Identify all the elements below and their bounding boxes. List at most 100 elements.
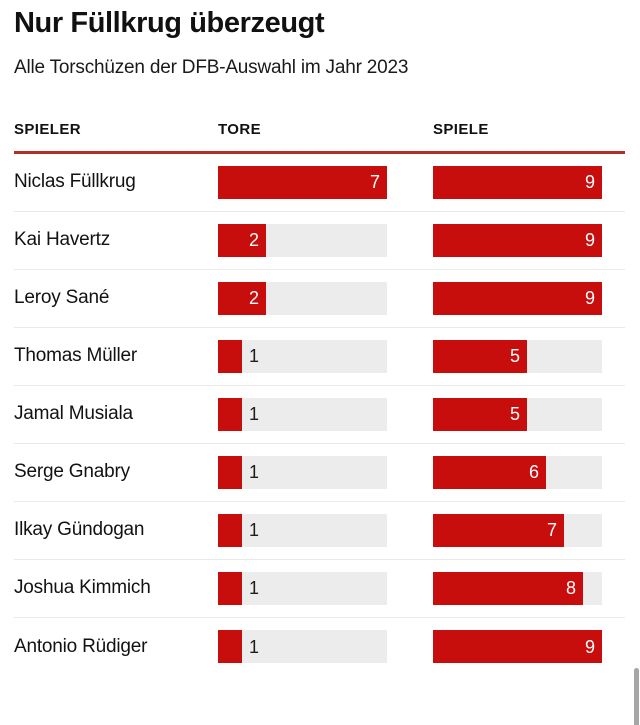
bar-track-tore: 7 bbox=[218, 165, 387, 199]
column-header-spieler: Spieler bbox=[14, 120, 81, 138]
bar-track-tore: 1 bbox=[218, 630, 387, 664]
bar-value-label: 5 bbox=[509, 346, 520, 367]
bar-track-spiele: 6 bbox=[433, 455, 602, 489]
bar-fill-spiele: 6 bbox=[433, 455, 546, 489]
bar-cell-spiele: 9 bbox=[433, 630, 625, 664]
bar-track-tore: 2 bbox=[218, 223, 387, 257]
bar-track-spiele: 9 bbox=[433, 223, 602, 257]
bar-value-label: 1 bbox=[249, 636, 260, 657]
table-row: Leroy Sané 2 9 bbox=[14, 270, 625, 328]
table-row: Kai Havertz 2 9 bbox=[14, 212, 625, 270]
bar-cell-tore: 1 bbox=[218, 513, 433, 547]
bar-track-tore: 2 bbox=[218, 281, 387, 315]
player-name: Jamal Musiala bbox=[14, 403, 133, 425]
table-row: Serge Gnabry 1 6 bbox=[14, 444, 625, 502]
table-row: Jamal Musiala 1 5 bbox=[14, 386, 625, 444]
bar-cell-spiele: 8 bbox=[433, 571, 625, 605]
bar-fill-spiele: 5 bbox=[433, 397, 527, 431]
bar-track-spiele: 9 bbox=[433, 281, 602, 315]
vertical-scrollbar-thumb[interactable] bbox=[634, 668, 639, 725]
bar-value-label: 7 bbox=[546, 520, 557, 541]
bar-cell-tore: 7 bbox=[218, 165, 433, 199]
bar-cell-tore: 1 bbox=[218, 455, 433, 489]
bar-value-label: 1 bbox=[249, 346, 260, 367]
bar-fill-spiele: 9 bbox=[433, 281, 602, 315]
table-row: Niclas Füllkrug 7 9 bbox=[14, 154, 625, 212]
bar-fill-tore bbox=[218, 455, 242, 489]
bar-track-spiele: 5 bbox=[433, 397, 602, 431]
table-row: Antonio Rüdiger 1 9 bbox=[14, 618, 625, 676]
player-name: Kai Havertz bbox=[14, 229, 111, 251]
bar-value-label: 2 bbox=[248, 288, 259, 309]
bar-value-label: 1 bbox=[249, 520, 260, 541]
bar-cell-spiele: 9 bbox=[433, 165, 625, 199]
bar-fill-spiele: 8 bbox=[433, 571, 583, 605]
bar-value-label: 7 bbox=[369, 172, 380, 193]
bar-track-spiele: 9 bbox=[433, 630, 602, 664]
bar-value-label: 1 bbox=[249, 578, 260, 599]
bar-track-tore: 1 bbox=[218, 571, 387, 605]
bar-cell-spiele: 5 bbox=[433, 397, 625, 431]
column-header-tore: Tore bbox=[218, 120, 261, 138]
bar-cell-spiele: 5 bbox=[433, 339, 625, 373]
bar-cell-tore: 1 bbox=[218, 571, 433, 605]
bar-track-tore: 1 bbox=[218, 397, 387, 431]
bar-fill-spiele: 9 bbox=[433, 165, 602, 199]
player-name: Joshua Kimmich bbox=[14, 577, 151, 599]
bar-value-label: 9 bbox=[584, 230, 595, 251]
bar-track-spiele: 8 bbox=[433, 571, 602, 605]
player-name: Niclas Füllkrug bbox=[14, 171, 136, 193]
bar-fill-tore bbox=[218, 571, 242, 605]
bar-fill-tore: 2 bbox=[218, 223, 266, 257]
table-body: Niclas Füllkrug 7 9 Kai Havertz 2 9 Leroy Sané… bbox=[14, 154, 625, 676]
table-row: Joshua Kimmich 1 8 bbox=[14, 560, 625, 618]
bar-value-label: 6 bbox=[528, 462, 539, 483]
bar-cell-tore: 2 bbox=[218, 223, 433, 257]
player-name: Thomas Müller bbox=[14, 345, 138, 367]
table-row: Thomas Müller 1 5 bbox=[14, 328, 625, 386]
bar-fill-tore bbox=[218, 513, 242, 547]
bar-track-spiele: 5 bbox=[433, 339, 602, 373]
bar-cell-tore: 1 bbox=[218, 630, 433, 664]
bar-track-tore: 1 bbox=[218, 513, 387, 547]
bar-fill-spiele: 9 bbox=[433, 223, 602, 257]
chart-subtitle: Alle Torschüzen der DFB-Auswahl im Jahr … bbox=[14, 56, 409, 78]
bar-track-tore: 1 bbox=[218, 455, 387, 489]
bar-track-tore: 1 bbox=[218, 339, 387, 373]
table-header-row: Spieler Tore Spiele bbox=[14, 121, 625, 138]
column-header-spiele: Spiele bbox=[433, 120, 489, 138]
bar-fill-spiele: 7 bbox=[433, 513, 564, 547]
bar-cell-tore: 1 bbox=[218, 339, 433, 373]
bar-value-label: 9 bbox=[584, 288, 595, 309]
chart-title: Nur Füllkrug überzeugt bbox=[14, 7, 325, 39]
bar-cell-spiele: 9 bbox=[433, 281, 625, 315]
bar-value-label: 9 bbox=[584, 172, 595, 193]
bar-fill-tore bbox=[218, 630, 242, 664]
player-name: Antonio Rüdiger bbox=[14, 635, 148, 657]
header-rule bbox=[14, 150, 625, 154]
bar-track-spiele: 7 bbox=[433, 513, 602, 547]
bar-fill-tore: 2 bbox=[218, 281, 266, 315]
bar-fill-spiele: 5 bbox=[433, 339, 527, 373]
bar-fill-tore: 7 bbox=[218, 165, 387, 199]
bar-value-label: 9 bbox=[584, 636, 595, 657]
bar-cell-tore: 2 bbox=[218, 281, 433, 315]
bar-cell-spiele: 6 bbox=[433, 455, 625, 489]
bar-fill-tore bbox=[218, 397, 242, 431]
bar-value-label: 8 bbox=[565, 578, 576, 599]
player-name: Leroy Sané bbox=[14, 287, 110, 309]
bar-value-label: 1 bbox=[249, 462, 260, 483]
player-name: Serge Gnabry bbox=[14, 461, 130, 483]
bar-value-label: 5 bbox=[509, 404, 520, 425]
bar-cell-tore: 1 bbox=[218, 397, 433, 431]
bar-cell-spiele: 9 bbox=[433, 223, 625, 257]
bar-track-spiele: 9 bbox=[433, 165, 602, 199]
bar-cell-spiele: 7 bbox=[433, 513, 625, 547]
bar-fill-spiele: 9 bbox=[433, 630, 602, 664]
bar-value-label: 1 bbox=[249, 404, 260, 425]
table-row: Ilkay Gündogan 1 7 bbox=[14, 502, 625, 560]
player-name: Ilkay Gündogan bbox=[14, 519, 145, 541]
bar-fill-tore bbox=[218, 339, 242, 373]
bar-value-label: 2 bbox=[248, 230, 259, 251]
